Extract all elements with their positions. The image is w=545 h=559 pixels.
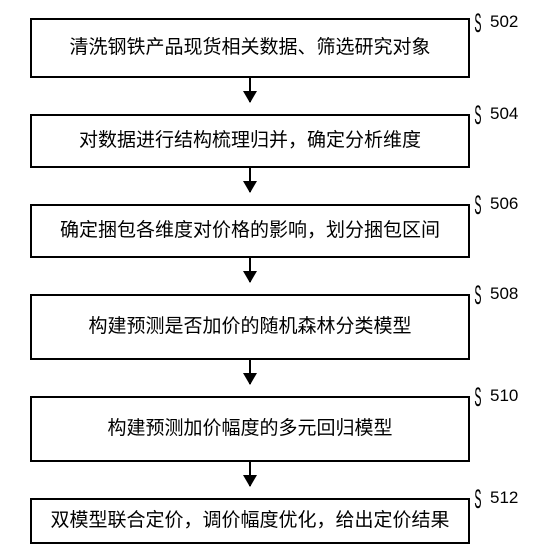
step-label-508: 508	[490, 284, 518, 304]
step-label-502: 502	[490, 12, 518, 32]
arrow-3	[249, 258, 251, 282]
step-box-508: 构建预测是否加价的随机森林分类模型	[30, 294, 470, 360]
bracket-506: S	[474, 191, 481, 223]
flowchart-canvas: 清洗钢铁产品现货相关数据、筛选研究对象 S 502 对数据进行结构梳理归并，确定…	[0, 0, 545, 559]
step-text-512: 双模型联合定价，调价幅度优化，给出定价结果	[50, 509, 449, 534]
bracket-504: S	[474, 101, 481, 133]
arrow-5	[249, 462, 251, 486]
step-box-512: 双模型联合定价，调价幅度优化，给出定价结果	[30, 498, 470, 544]
step-label-512: 512	[490, 488, 518, 508]
step-box-506: 确定捆包各维度对价格的影响，划分捆包区间	[30, 204, 470, 258]
step-text-506: 确定捆包各维度对价格的影响，划分捆包区间	[60, 219, 440, 244]
step-text-502: 清洗钢铁产品现货相关数据、筛选研究对象	[69, 36, 430, 61]
step-text-504: 对数据进行结构梳理归并，确定分析维度	[79, 129, 421, 154]
step-label-504: 504	[490, 104, 518, 124]
step-box-504: 对数据进行结构梳理归并，确定分析维度	[30, 114, 470, 168]
step-box-510: 构建预测加价幅度的多元回归模型	[30, 396, 470, 462]
bracket-502: S	[474, 9, 481, 41]
arrow-2	[249, 168, 251, 192]
arrow-4	[249, 360, 251, 384]
step-text-510: 构建预测加价幅度的多元回归模型	[107, 417, 392, 442]
step-label-506: 506	[490, 194, 518, 214]
bracket-510: S	[474, 383, 481, 415]
bracket-508: S	[474, 281, 481, 313]
bracket-512: S	[474, 485, 481, 517]
arrow-1	[249, 78, 251, 102]
step-label-510: 510	[490, 386, 518, 406]
step-text-508: 构建预测是否加价的随机森林分类模型	[88, 315, 411, 340]
step-box-502: 清洗钢铁产品现货相关数据、筛选研究对象	[30, 18, 470, 78]
